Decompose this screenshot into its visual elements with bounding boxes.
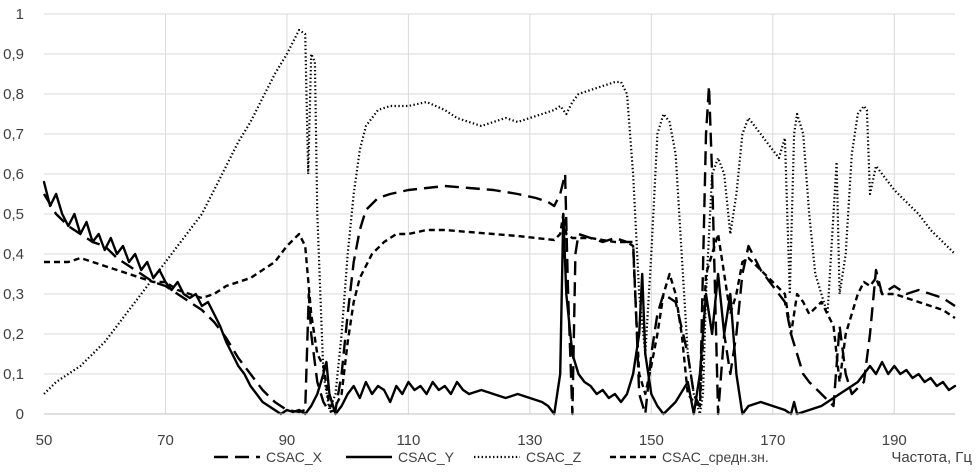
y-tick-label: 0,4 [3,246,24,263]
y-tick-label: 0,3 [3,286,24,303]
y-tick-label: 0,5 [3,206,24,223]
legend-label: CSAC_Y [398,449,455,465]
x-axis-ticks: 50 70 90 110 130 150 170 190 [36,432,907,449]
y-tick-label: 0,9 [3,46,24,63]
series-line-2 [42,180,957,416]
legend-label: CSAC_средн.зн. [662,449,769,465]
series-layer [42,28,957,416]
legend: CSAC_X CSAC_Y CSAC_Z CSAC_средн.зн. [214,449,769,465]
x-tick-label: 170 [760,432,785,449]
x-tick-label: 70 [157,432,174,449]
legend-label: CSAC_X [266,449,323,465]
y-axis-ticks: 0 0,1 0,2 0,3 0,4 0,5 0,6 0,7 0,8 0,9 1 [3,6,24,423]
y-tick-label: 0,2 [3,326,24,343]
legend-label: CSAC_Z [526,449,582,465]
y-tick-label: 0,6 [3,166,24,183]
x-tick-label: 90 [279,432,296,449]
x-axis-title: Частота, Гц [891,449,972,466]
series-line-3 [43,28,956,416]
grid [44,13,955,414]
x-tick-label: 110 [396,432,420,449]
series-line-1 [42,84,956,416]
y-tick-label: 0,1 [3,366,24,383]
y-tick-label: 1 [16,6,24,23]
x-tick-label: 190 [882,432,907,449]
y-tick-label: 0,7 [3,126,24,143]
x-tick-label: 130 [517,432,542,449]
y-tick-label: 0,8 [3,86,24,103]
x-tick-label: 150 [639,432,664,449]
y-tick-label: 0 [16,406,24,423]
series-line-4 [44,212,956,408]
x-tick-label: 50 [36,432,53,449]
